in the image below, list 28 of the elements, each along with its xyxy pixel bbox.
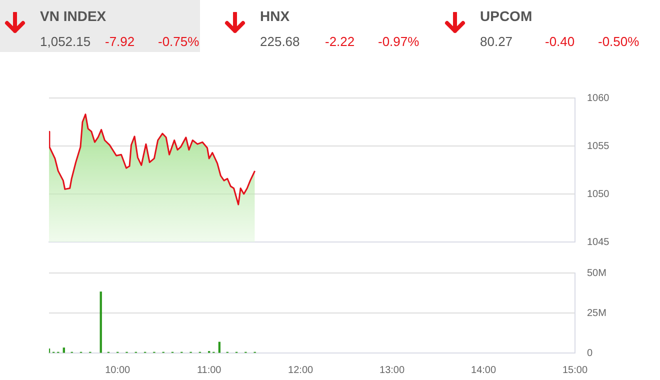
bar [100,292,102,353]
y-tick-label: 25M [587,308,606,319]
text: -7.92 [105,34,135,49]
y-tick-label: 1055 [587,140,610,152]
x-tick-label: 12:00 [288,364,314,376]
x-tick-label: 13:00 [380,364,405,376]
text: -0.75% [158,34,200,49]
text: 1,052.15 [40,34,91,49]
text: UPCOM [480,8,532,24]
bar [62,348,65,353]
x-tick-label: 14:00 [471,364,496,376]
text: -0.97% [378,34,420,49]
text: VN INDEX [40,8,106,24]
text: 225.68 [260,34,300,49]
y-tick-label: 1050 [587,188,610,200]
text: -2.22 [325,34,355,49]
text: 80.27 [480,34,513,49]
bar [218,342,221,353]
x-tick-label: 10:00 [105,364,131,376]
x-tick-label: 15:00 [562,364,588,376]
x-tick-label: 11:00 [196,364,222,376]
y-tick-label: 1060 [587,92,610,104]
text: -0.50% [598,34,640,49]
text: HNX [260,8,290,24]
y-tick-label: 50M [587,268,606,279]
text: -0.40 [545,34,575,49]
y-tick-label: 0 [587,348,593,359]
y-tick-label: 1045 [587,236,610,248]
